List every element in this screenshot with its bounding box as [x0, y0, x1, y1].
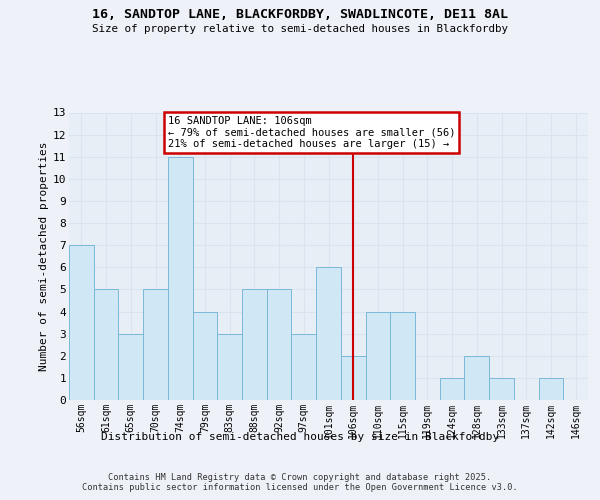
- Bar: [464, 356, 489, 400]
- Bar: [365, 312, 390, 400]
- Bar: [193, 312, 217, 400]
- Bar: [94, 290, 118, 400]
- Bar: [118, 334, 143, 400]
- Bar: [341, 356, 365, 400]
- Bar: [143, 290, 168, 400]
- Bar: [390, 312, 415, 400]
- Bar: [168, 156, 193, 400]
- Text: 16, SANDTOP LANE, BLACKFORDBY, SWADLINCOTE, DE11 8AL: 16, SANDTOP LANE, BLACKFORDBY, SWADLINCO…: [92, 8, 508, 20]
- Text: Contains HM Land Registry data © Crown copyright and database right 2025.
Contai: Contains HM Land Registry data © Crown c…: [82, 472, 518, 492]
- Bar: [440, 378, 464, 400]
- Bar: [217, 334, 242, 400]
- Bar: [69, 245, 94, 400]
- Bar: [292, 334, 316, 400]
- Text: Size of property relative to semi-detached houses in Blackfordby: Size of property relative to semi-detach…: [92, 24, 508, 34]
- Bar: [539, 378, 563, 400]
- Bar: [267, 290, 292, 400]
- Bar: [316, 268, 341, 400]
- Text: Distribution of semi-detached houses by size in Blackfordby: Distribution of semi-detached houses by …: [101, 432, 499, 442]
- Y-axis label: Number of semi-detached properties: Number of semi-detached properties: [38, 142, 49, 371]
- Text: 16 SANDTOP LANE: 106sqm
← 79% of semi-detached houses are smaller (56)
21% of se: 16 SANDTOP LANE: 106sqm ← 79% of semi-de…: [168, 116, 455, 149]
- Bar: [489, 378, 514, 400]
- Bar: [242, 290, 267, 400]
